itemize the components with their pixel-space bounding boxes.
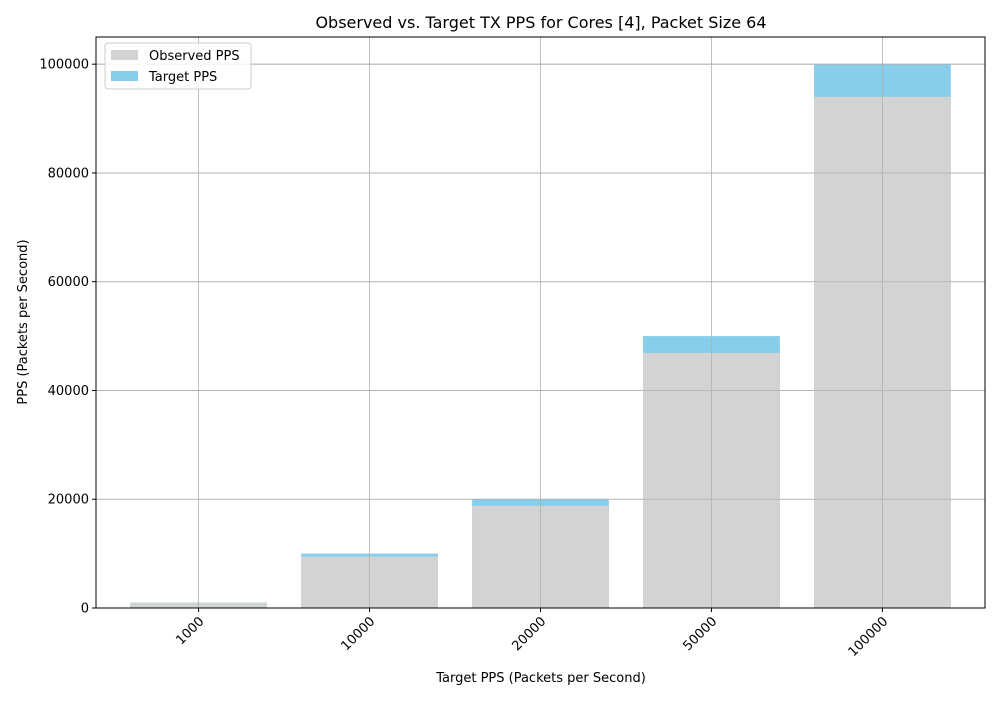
y-axis-label: PPS (Packets per Second) (16, 239, 31, 404)
x-tick-label: 100000 (846, 614, 892, 660)
bars (96, 37, 985, 609)
y-axis: 0 20000 40000 60000 80000 100000 (39, 58, 96, 617)
x-tick-label: 1000 (173, 614, 207, 648)
legend-label: Target PPS (148, 70, 217, 85)
x-tick-label: 50000 (680, 614, 720, 654)
y-tick-label: 0 (81, 602, 89, 617)
legend-label: Observed PPS (149, 49, 240, 64)
legend-swatch (111, 71, 138, 81)
legend: Observed PPS Target PPS (104, 42, 252, 90)
chart-title: Observed vs. Target TX PPS for Cores [4]… (315, 13, 766, 32)
y-tick-label: 40000 (48, 384, 89, 399)
legend-box (104, 42, 252, 90)
y-tick-label: 60000 (48, 275, 89, 290)
y-tick-label: 100000 (39, 58, 89, 73)
x-axis: 1000 10000 20000 50000 100000 (173, 608, 891, 660)
x-tick-label: 10000 (339, 614, 379, 654)
legend-swatch (111, 50, 138, 60)
y-tick-label: 20000 (48, 493, 89, 508)
y-tick-label: 80000 (48, 166, 89, 181)
x-tick-label: 20000 (509, 614, 549, 654)
x-axis-label: Target PPS (Packets per Second) (435, 671, 646, 686)
